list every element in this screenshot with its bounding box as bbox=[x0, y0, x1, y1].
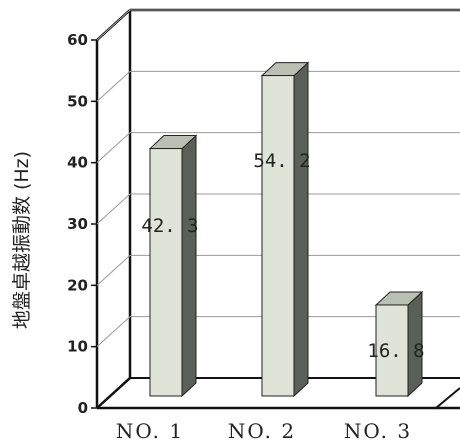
grid-connector bbox=[96, 132, 131, 164]
bar: 42. 3 bbox=[141, 134, 199, 398]
floor-right-edge bbox=[435, 387, 460, 409]
grid-connector bbox=[96, 9, 131, 41]
y-ticks: 0 10 20 30 40 50 60 bbox=[67, 31, 97, 417]
x-tick-label: NO. 1 bbox=[116, 419, 184, 443]
bars: 42. 3 54. 2 16. 8 bbox=[141, 61, 425, 398]
bar: 54. 2 bbox=[253, 61, 311, 398]
bar-front bbox=[261, 75, 295, 397]
grid-connector bbox=[96, 70, 131, 102]
bar-side bbox=[293, 61, 309, 398]
grid-connector bbox=[96, 254, 131, 286]
grid-connector bbox=[96, 316, 131, 348]
y-tick-label: 50 bbox=[67, 92, 88, 110]
bar-front bbox=[375, 304, 409, 397]
y-tick-label: 20 bbox=[67, 276, 88, 294]
bar: 16. 8 bbox=[367, 290, 425, 398]
y-tick-label: 30 bbox=[67, 215, 88, 233]
x-ticks: NO. 1 NO. 2 NO. 3 bbox=[116, 419, 412, 443]
y-tick-label: 60 bbox=[67, 31, 88, 49]
data-label: 54. 2 bbox=[253, 150, 310, 172]
y-tick-label: 40 bbox=[67, 154, 88, 172]
floor-left-edge bbox=[96, 377, 131, 409]
x-tick-label: NO. 3 bbox=[344, 419, 412, 443]
bar-side bbox=[181, 134, 197, 398]
grid-connector bbox=[96, 193, 131, 225]
y-axis-label: 地盤卓越振動数 (Hz) bbox=[11, 151, 33, 329]
data-label: 16. 8 bbox=[367, 340, 424, 362]
bar-front bbox=[149, 148, 183, 397]
y-tick-label: 0 bbox=[78, 399, 88, 417]
x-tick-label: NO. 2 bbox=[228, 419, 296, 443]
y-tick-label: 10 bbox=[67, 338, 88, 356]
data-label: 42. 3 bbox=[141, 215, 198, 237]
